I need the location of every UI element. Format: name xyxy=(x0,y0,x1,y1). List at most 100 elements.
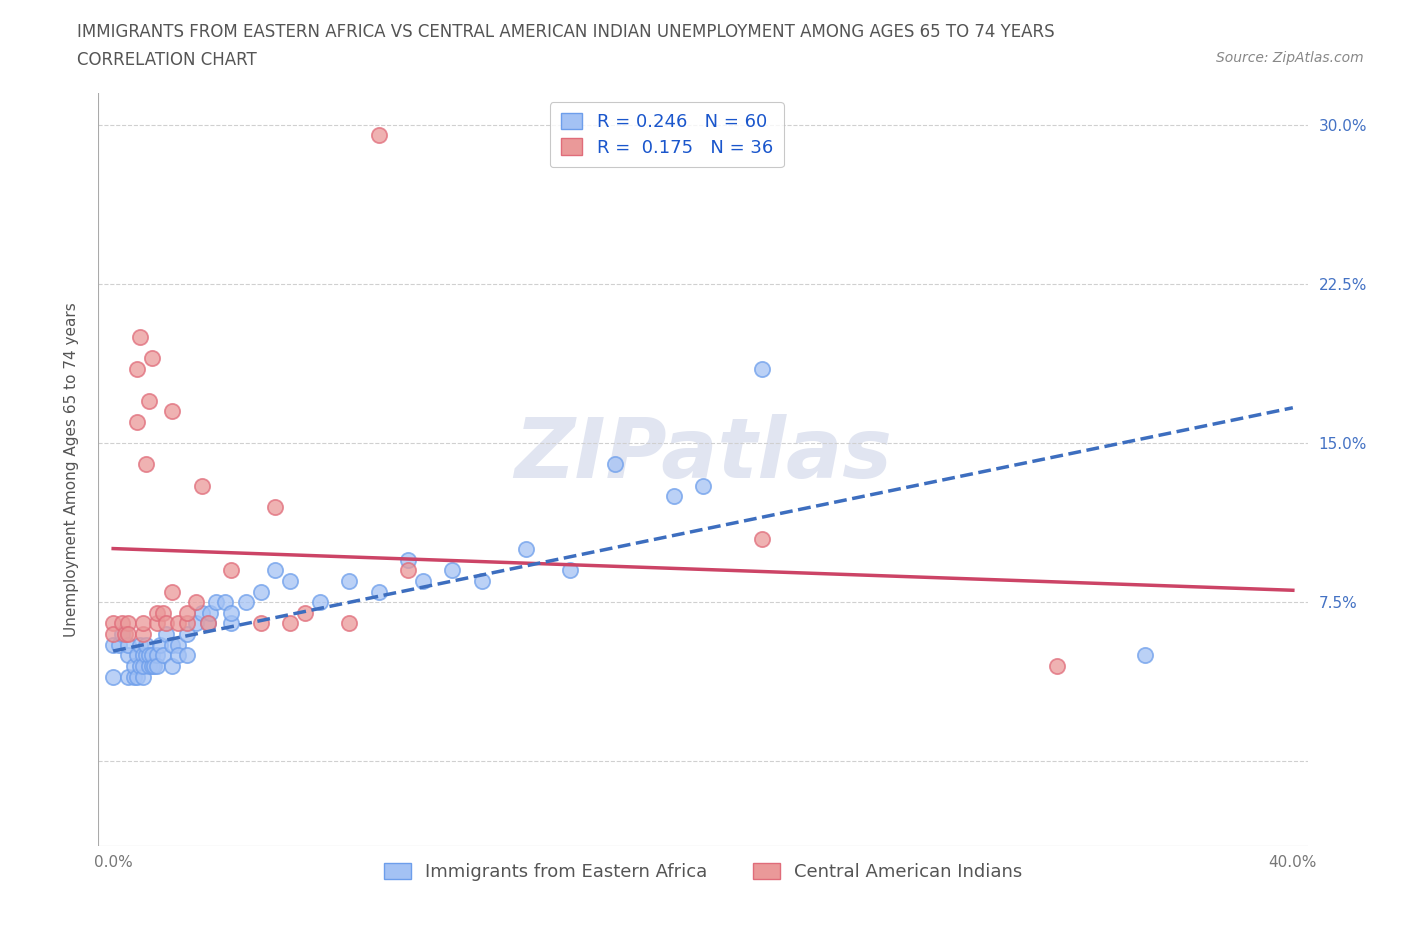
Point xyxy=(337,574,360,589)
Point xyxy=(149,637,172,652)
Point xyxy=(125,669,148,684)
Point xyxy=(135,648,157,663)
Point xyxy=(141,648,163,663)
Point xyxy=(141,658,163,673)
Point xyxy=(160,637,183,652)
Point xyxy=(117,627,139,642)
Point xyxy=(143,658,166,673)
Point xyxy=(278,574,301,589)
Point xyxy=(264,499,287,514)
Point xyxy=(114,627,136,642)
Point xyxy=(138,648,160,663)
Point xyxy=(249,584,271,599)
Point xyxy=(146,648,169,663)
Point xyxy=(367,128,389,143)
Point xyxy=(692,478,714,493)
Point xyxy=(176,605,198,620)
Point xyxy=(141,351,163,365)
Point xyxy=(235,595,257,610)
Point xyxy=(515,542,537,557)
Point xyxy=(560,563,582,578)
Point xyxy=(167,616,190,631)
Point xyxy=(751,531,773,546)
Point xyxy=(412,574,434,589)
Point xyxy=(197,616,219,631)
Point xyxy=(146,605,169,620)
Point xyxy=(1046,658,1069,673)
Point xyxy=(278,616,301,631)
Point xyxy=(108,637,131,652)
Point xyxy=(190,478,212,493)
Point xyxy=(111,627,134,642)
Point xyxy=(184,616,207,631)
Point xyxy=(197,616,219,631)
Point xyxy=(135,457,157,472)
Point xyxy=(751,362,773,377)
Text: IMMIGRANTS FROM EASTERN AFRICA VS CENTRAL AMERICAN INDIAN UNEMPLOYMENT AMONG AGE: IMMIGRANTS FROM EASTERN AFRICA VS CENTRA… xyxy=(77,23,1054,41)
Point xyxy=(152,648,174,663)
Point xyxy=(128,658,150,673)
Point xyxy=(264,563,287,578)
Point xyxy=(117,637,139,652)
Point xyxy=(249,616,271,631)
Point xyxy=(294,605,316,620)
Point xyxy=(167,648,190,663)
Point xyxy=(155,627,177,642)
Text: ZIPatlas: ZIPatlas xyxy=(515,414,891,495)
Point xyxy=(662,489,685,504)
Point xyxy=(131,616,153,631)
Point xyxy=(117,669,139,684)
Point xyxy=(138,658,160,673)
Point xyxy=(135,637,157,652)
Point xyxy=(200,605,222,620)
Point xyxy=(160,658,183,673)
Point xyxy=(111,616,134,631)
Point xyxy=(176,648,198,663)
Point xyxy=(219,563,242,578)
Point xyxy=(396,563,419,578)
Point xyxy=(219,616,242,631)
Point xyxy=(471,574,494,589)
Point xyxy=(160,404,183,418)
Point xyxy=(367,584,389,599)
Point xyxy=(167,637,190,652)
Point xyxy=(337,616,360,631)
Point xyxy=(117,648,139,663)
Point xyxy=(131,658,153,673)
Point xyxy=(122,669,145,684)
Point xyxy=(101,669,124,684)
Point xyxy=(1135,648,1157,663)
Point xyxy=(184,595,207,610)
Point xyxy=(125,362,148,377)
Point xyxy=(138,393,160,408)
Point xyxy=(214,595,236,610)
Legend: Immigrants from Eastern Africa, Central American Indians: Immigrants from Eastern Africa, Central … xyxy=(374,854,1032,890)
Point xyxy=(125,415,148,430)
Point xyxy=(128,329,150,344)
Point xyxy=(603,457,626,472)
Text: CORRELATION CHART: CORRELATION CHART xyxy=(77,51,257,69)
Point xyxy=(128,637,150,652)
Point xyxy=(219,605,242,620)
Point xyxy=(176,616,198,631)
Point xyxy=(131,648,153,663)
Point xyxy=(176,627,198,642)
Point xyxy=(205,595,228,610)
Y-axis label: Unemployment Among Ages 65 to 74 years: Unemployment Among Ages 65 to 74 years xyxy=(65,302,79,637)
Point xyxy=(155,616,177,631)
Point xyxy=(131,669,153,684)
Point xyxy=(190,605,212,620)
Point xyxy=(125,648,148,663)
Point xyxy=(441,563,464,578)
Point xyxy=(101,627,124,642)
Point xyxy=(160,584,183,599)
Point xyxy=(152,605,174,620)
Point xyxy=(101,637,124,652)
Point xyxy=(122,658,145,673)
Point xyxy=(146,616,169,631)
Point xyxy=(396,552,419,567)
Point xyxy=(146,658,169,673)
Point xyxy=(308,595,330,610)
Point xyxy=(101,616,124,631)
Point xyxy=(117,616,139,631)
